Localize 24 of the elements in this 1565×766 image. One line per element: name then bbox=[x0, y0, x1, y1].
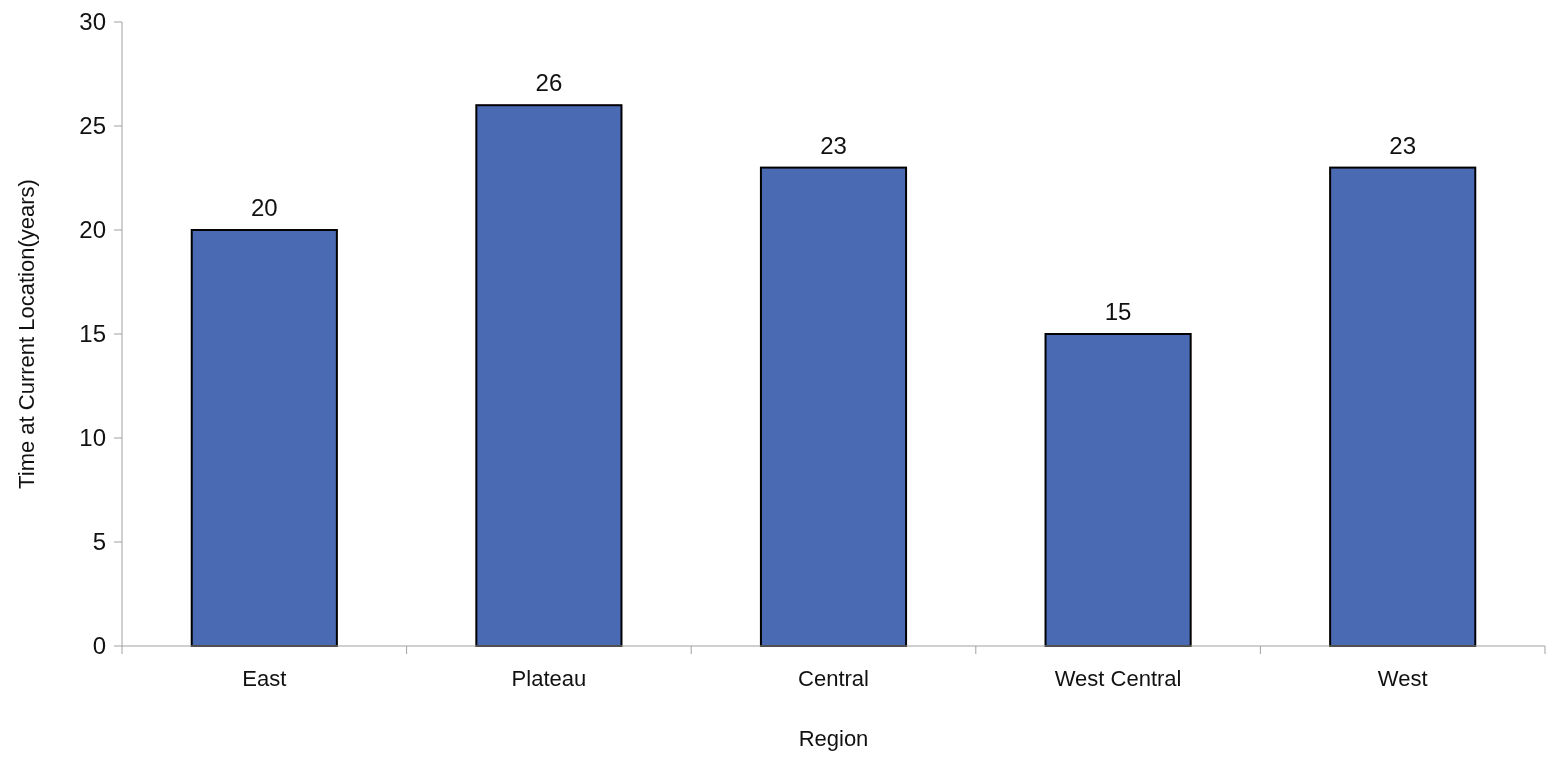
x-tick-label: Plateau bbox=[511, 666, 587, 691]
data-label: 15 bbox=[1104, 298, 1132, 325]
bar bbox=[1044, 333, 1192, 647]
y-tick-label: 5 bbox=[92, 528, 106, 556]
x-tick-label: West Central bbox=[1054, 666, 1182, 691]
x-tick-label: West bbox=[1377, 666, 1428, 691]
data-label: 23 bbox=[820, 131, 847, 159]
x-tick-label: East bbox=[242, 666, 287, 691]
x-tick-label: Central bbox=[798, 666, 869, 691]
y-tick-label: 20 bbox=[79, 216, 106, 244]
x-axis-title: Region bbox=[798, 726, 869, 751]
y-tick-label: 25 bbox=[79, 112, 106, 140]
y-tick-label: 10 bbox=[79, 424, 106, 452]
y-axis-title: Time at Current Location(years) bbox=[14, 179, 39, 489]
y-tick-label: 15 bbox=[79, 320, 106, 348]
data-label: 26 bbox=[535, 69, 563, 97]
bar bbox=[190, 229, 338, 647]
bar bbox=[1329, 166, 1477, 647]
data-label: 20 bbox=[250, 194, 278, 221]
bar bbox=[759, 166, 908, 647]
y-tick-label: 30 bbox=[79, 8, 106, 36]
bar bbox=[475, 104, 623, 647]
y-tick-label: 0 bbox=[92, 632, 106, 660]
data-label: 23 bbox=[1389, 131, 1417, 159]
